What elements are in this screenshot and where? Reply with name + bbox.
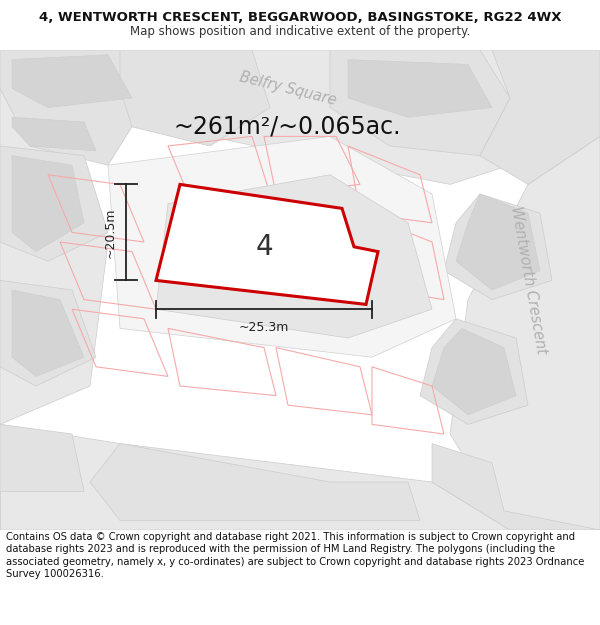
Text: ~25.3m: ~25.3m [239, 321, 289, 334]
Polygon shape [0, 50, 150, 165]
Polygon shape [12, 118, 96, 151]
Polygon shape [156, 184, 378, 304]
Polygon shape [12, 55, 132, 108]
Text: ~261m²/~0.065ac.: ~261m²/~0.065ac. [174, 115, 401, 139]
Polygon shape [90, 444, 420, 521]
Polygon shape [432, 444, 600, 530]
Text: Map shows position and indicative extent of the property.: Map shows position and indicative extent… [130, 24, 470, 38]
Polygon shape [330, 50, 510, 156]
Polygon shape [420, 319, 528, 424]
Polygon shape [432, 328, 516, 415]
Polygon shape [480, 50, 600, 184]
Polygon shape [12, 156, 84, 252]
Text: Contains OS data © Crown copyright and database right 2021. This information is : Contains OS data © Crown copyright and d… [6, 532, 584, 579]
Polygon shape [156, 175, 432, 338]
Text: 4, WENTWORTH CRESCENT, BEGGARWOOD, BASINGSTOKE, RG22 4WX: 4, WENTWORTH CRESCENT, BEGGARWOOD, BASIN… [39, 11, 561, 24]
Text: 4: 4 [255, 232, 273, 261]
Polygon shape [348, 59, 492, 118]
Text: ~20.5m: ~20.5m [104, 207, 117, 258]
Polygon shape [12, 290, 84, 376]
Polygon shape [0, 146, 108, 261]
Text: Belfry Square: Belfry Square [238, 69, 338, 108]
Polygon shape [0, 50, 600, 184]
Polygon shape [0, 424, 600, 530]
Polygon shape [450, 50, 600, 530]
Polygon shape [456, 194, 540, 290]
Polygon shape [444, 194, 552, 299]
Polygon shape [0, 50, 108, 530]
Polygon shape [0, 424, 84, 492]
Polygon shape [0, 281, 96, 386]
Text: Wentworth Crescent: Wentworth Crescent [508, 205, 548, 356]
Polygon shape [120, 50, 270, 146]
Polygon shape [108, 136, 456, 358]
